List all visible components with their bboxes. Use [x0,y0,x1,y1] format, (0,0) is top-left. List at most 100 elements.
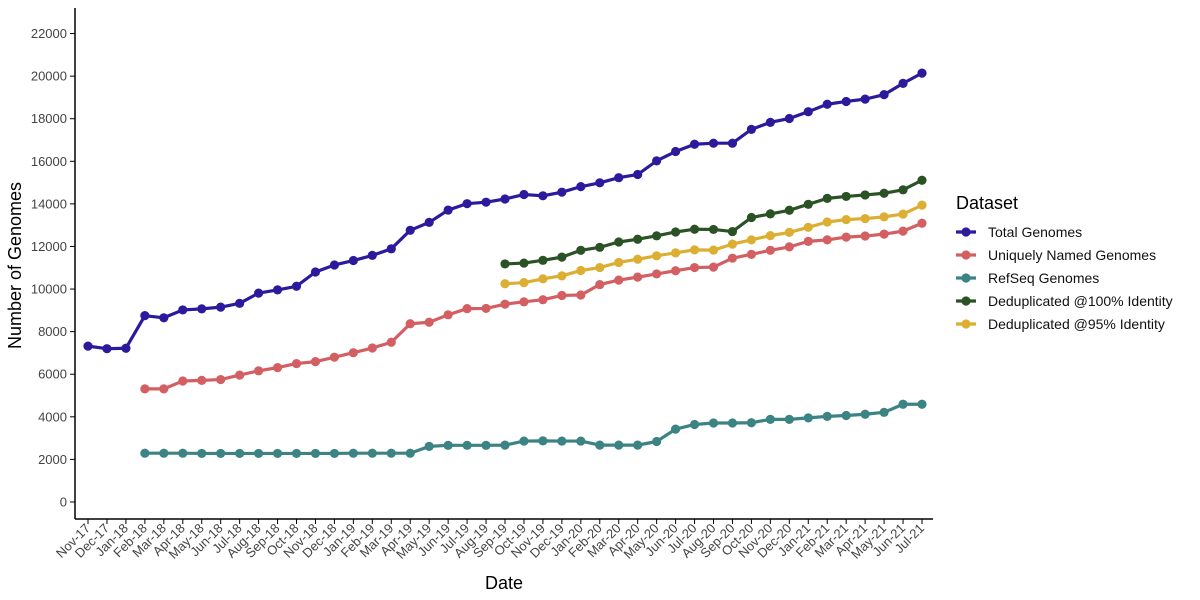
data-point [746,212,757,223]
data-point [670,146,681,157]
data-point [291,281,302,291]
y-tick-label: 4000 [38,409,67,424]
data-point [329,352,340,362]
data-point [652,156,662,166]
data-point [462,440,472,450]
data-point [291,358,302,369]
data-point [822,235,832,245]
legend-items: Total Genomes Uniquely Named Genomes RefSe… [956,224,1173,332]
data-point [614,275,624,285]
data-point [917,68,927,78]
data-point [633,440,643,450]
data-point [595,279,605,290]
data-point [519,297,529,307]
legend: Dataset Total Genomes Uniquely Named Geno… [956,193,1173,332]
x-axis-ticks: Nov-17Dec-17Jan-18Feb-18Mar-18Apr-18May-… [53,519,927,562]
data-point [803,413,813,423]
data-point [879,212,889,222]
data-point [329,448,340,459]
data-point [727,253,738,263]
data-point [519,258,529,268]
data-point [860,231,870,241]
data-point [860,190,870,200]
data-point [689,419,700,430]
data-point [481,440,491,450]
data-point [140,311,150,321]
data-point [538,191,548,201]
data-point [595,178,605,188]
data-point [652,251,662,261]
data-point [822,99,832,109]
data-point [253,366,264,376]
x-axis-title: Date [485,573,523,593]
y-tick-label: 12000 [31,239,67,254]
y-tick-label: 8000 [38,324,67,339]
data-point [917,175,927,185]
data-point [917,218,927,228]
data-point [898,185,908,195]
y-tick-label: 14000 [31,196,67,211]
data-point [708,245,719,255]
data-point [481,303,491,314]
data-point [727,239,738,249]
data-point [652,269,662,279]
series-line [143,221,924,391]
data-point [443,205,453,215]
data-point [291,448,302,459]
data-point [197,375,207,385]
data-point [367,343,377,353]
data-point [595,262,605,273]
legend-item: Deduplicated @95% Identity [956,316,1165,332]
data-point [614,173,624,183]
data-point [576,265,586,276]
data-point [557,290,567,301]
data-point [708,138,719,148]
data-point [841,96,851,107]
legend-label: RefSeq Genomes [988,270,1099,286]
data-point [140,384,150,394]
data-point [784,227,794,238]
data-point [348,348,358,358]
y-tick-label: 0 [60,494,67,509]
plot-area: 0 2000 4000 6000 8000 10000 12000 14000 16000 180… [31,8,933,562]
data-point [462,304,472,314]
data-point [879,229,889,239]
data-point [727,418,738,428]
data-point [519,189,529,200]
series-1 [140,218,927,394]
data-point [216,374,226,385]
data-point [310,357,321,367]
data-point [500,279,510,289]
y-tick-label: 20000 [31,69,67,84]
data-point [879,90,889,100]
legend-item: Total Genomes [956,224,1082,240]
y-tick-label: 18000 [31,111,67,126]
data-point [765,209,775,219]
data-point [216,448,226,459]
data-point [879,407,889,417]
data-point [557,252,567,262]
data-point [83,341,93,351]
data-point [235,448,245,459]
data-point [519,278,529,288]
data-point [803,107,813,117]
data-point [405,448,415,458]
legend-item: Deduplicated @100% Identity [956,293,1173,309]
data-point [538,274,548,284]
legend-item: Uniquely Named Genomes [956,247,1156,263]
data-point [424,217,434,228]
data-point [652,231,662,241]
data-point [348,448,358,458]
data-point [727,138,738,148]
data-point [424,317,434,327]
data-point [500,299,510,309]
legend-item: RefSeq Genomes [956,270,1099,286]
data-point [367,250,377,261]
data-point [822,193,832,203]
data-point [784,242,794,252]
data-point [689,139,700,149]
data-point [329,260,340,270]
data-point [689,224,700,234]
data-point [462,199,472,209]
